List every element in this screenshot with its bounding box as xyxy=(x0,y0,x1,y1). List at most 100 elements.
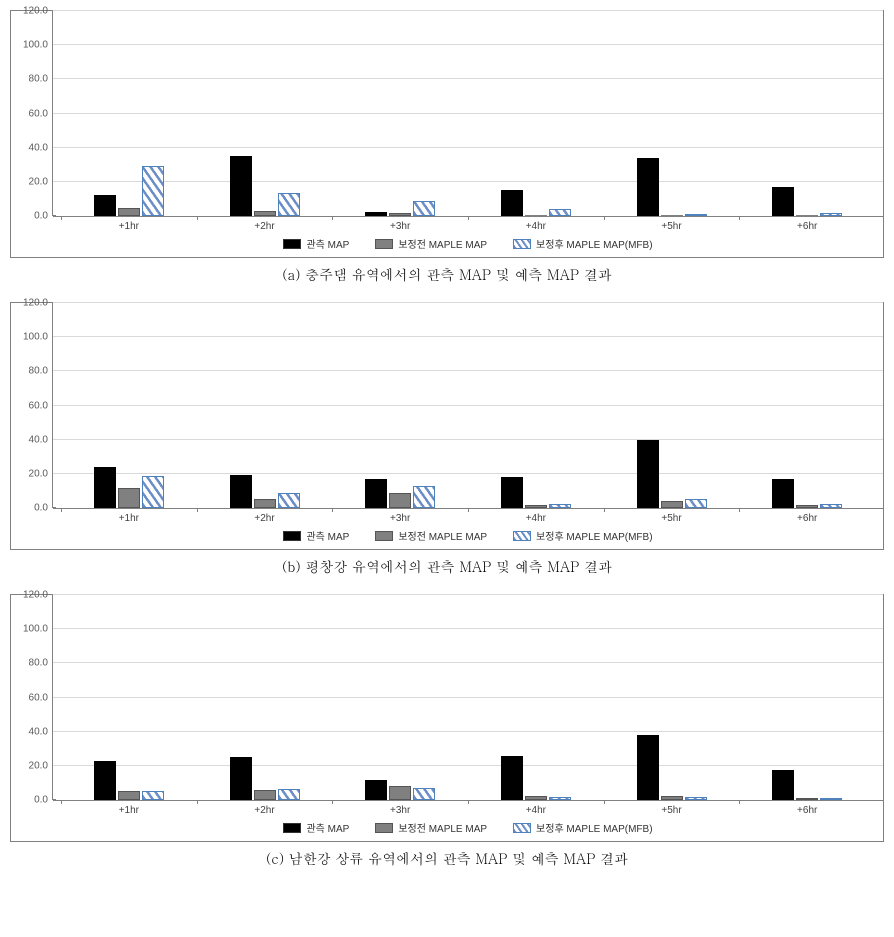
y-tick-label: 0.0 xyxy=(34,211,48,222)
bar-series-2 xyxy=(549,209,571,216)
legend-item: 보정전 MAPLE MAP xyxy=(375,236,487,251)
legend-item: 관측 MAP xyxy=(283,236,349,251)
x-tick-label: +2hr xyxy=(197,803,333,816)
bar-series-0 xyxy=(501,756,523,800)
y-axis: 0.020.040.060.080.0100.0120.0 xyxy=(11,11,53,216)
bar-series-0 xyxy=(365,212,387,216)
x-tick-label: +6hr xyxy=(739,511,875,524)
x-tick-mark xyxy=(332,216,333,220)
x-tick-mark xyxy=(739,508,740,512)
plot-row: 0.020.040.060.080.0100.0120.0 xyxy=(11,303,883,508)
bar-series-2 xyxy=(278,193,300,216)
x-tick-mark xyxy=(739,800,740,804)
legend-swatch xyxy=(375,239,393,249)
bar-series-2 xyxy=(142,166,164,216)
y-axis: 0.020.040.060.080.0100.0120.0 xyxy=(11,303,53,508)
bar-series-0 xyxy=(365,780,387,801)
bar-series-1 xyxy=(525,796,547,800)
x-tick-mark xyxy=(604,216,605,220)
bar-series-1 xyxy=(525,505,547,508)
bar-series-2 xyxy=(142,791,164,800)
y-tick-label: 80.0 xyxy=(29,74,48,85)
bar-series-1 xyxy=(118,791,140,800)
bar-group xyxy=(197,303,333,508)
bar-series-2 xyxy=(820,213,842,216)
x-tick-mark xyxy=(61,800,62,804)
legend-swatch xyxy=(283,531,301,541)
legend-label: 관측 MAP xyxy=(306,528,349,543)
legend-item: 보정후 MAPLE MAP(MFB) xyxy=(513,820,653,835)
legend-item: 보정전 MAPLE MAP xyxy=(375,820,487,835)
bar-series-1 xyxy=(796,505,818,508)
bar-series-1 xyxy=(254,499,276,508)
bar-series-0 xyxy=(230,156,252,216)
x-tick-mark xyxy=(197,216,198,220)
y-tick-label: 40.0 xyxy=(29,434,48,445)
x-tick-mark xyxy=(332,508,333,512)
bar-series-2 xyxy=(142,476,164,508)
y-axis: 0.020.040.060.080.0100.0120.0 xyxy=(11,595,53,800)
bar-series-2 xyxy=(820,504,842,508)
x-tick-label: +3hr xyxy=(332,803,468,816)
x-tick-label: +5hr xyxy=(604,511,740,524)
x-tick-mark xyxy=(468,508,469,512)
bar-series-0 xyxy=(637,158,659,216)
legend-label: 보정후 MAPLE MAP(MFB) xyxy=(536,820,653,835)
bar-group xyxy=(61,595,197,800)
y-tick-label: 120.0 xyxy=(23,590,48,601)
plot-area xyxy=(53,11,883,216)
legend-label: 관측 MAP xyxy=(306,820,349,835)
bar-group xyxy=(739,303,875,508)
bar-group xyxy=(197,595,333,800)
bar-series-1 xyxy=(389,493,411,508)
bar-series-1 xyxy=(661,796,683,800)
legend-swatch xyxy=(283,823,301,833)
legend-item: 보정후 MAPLE MAP(MFB) xyxy=(513,236,653,251)
bar-series-0 xyxy=(94,467,116,508)
bar-series-0 xyxy=(772,187,794,216)
x-tick-mark xyxy=(197,508,198,512)
legend-label: 보정후 MAPLE MAP(MFB) xyxy=(536,236,653,251)
bar-series-0 xyxy=(94,195,116,216)
legend-label: 보정전 MAPLE MAP xyxy=(398,528,487,543)
legend-label: 보정전 MAPLE MAP xyxy=(398,236,487,251)
legend-item: 보정전 MAPLE MAP xyxy=(375,528,487,543)
bar-series-1 xyxy=(661,501,683,508)
y-tick-label: 120.0 xyxy=(23,6,48,17)
y-tick-label: 20.0 xyxy=(29,760,48,771)
bar-group xyxy=(61,303,197,508)
legend-item: 관측 MAP xyxy=(283,820,349,835)
plot-row: 0.020.040.060.080.0100.0120.0 xyxy=(11,595,883,800)
bar-groups xyxy=(61,303,875,508)
bar-groups xyxy=(61,11,875,216)
bar-series-2 xyxy=(413,788,435,800)
plot-area xyxy=(53,303,883,508)
legend-swatch xyxy=(513,239,531,249)
bar-series-2 xyxy=(413,486,435,508)
y-tick-label: 0.0 xyxy=(34,795,48,806)
bar-series-0 xyxy=(365,479,387,508)
chart-panel-a: 0.020.040.060.080.0100.0120.0+1hr+2hr+3h… xyxy=(10,10,884,284)
bar-series-1 xyxy=(661,215,683,216)
x-tick-label: +5hr xyxy=(604,219,740,232)
bar-group xyxy=(468,303,604,508)
bar-series-0 xyxy=(501,190,523,216)
chart-frame: 0.020.040.060.080.0100.0120.0+1hr+2hr+3h… xyxy=(10,10,884,258)
bar-group xyxy=(604,595,740,800)
bar-series-2 xyxy=(549,504,571,508)
chart-panel-c: 0.020.040.060.080.0100.0120.0 +1hr+2hr+3h… xyxy=(10,594,884,868)
bar-series-1 xyxy=(525,215,547,216)
legend-label: 보정후 MAPLE MAP(MFB) xyxy=(536,528,653,543)
bar-group xyxy=(604,11,740,216)
x-tick-mark xyxy=(61,216,62,220)
bar-series-1 xyxy=(118,208,140,216)
chart-panel-b: 0.020.040.060.080.0100.0120.0+1hr+2hr+3h… xyxy=(10,302,884,576)
y-tick-label: 120.0 xyxy=(23,298,48,309)
x-tick-label: +4hr xyxy=(468,803,604,816)
y-tick-label: 60.0 xyxy=(29,108,48,119)
bar-series-2 xyxy=(413,201,435,216)
y-tick-label: 100.0 xyxy=(23,332,48,343)
bar-groups xyxy=(61,595,875,800)
x-tick-label: +1hr xyxy=(61,803,197,816)
bar-series-2 xyxy=(278,789,300,800)
